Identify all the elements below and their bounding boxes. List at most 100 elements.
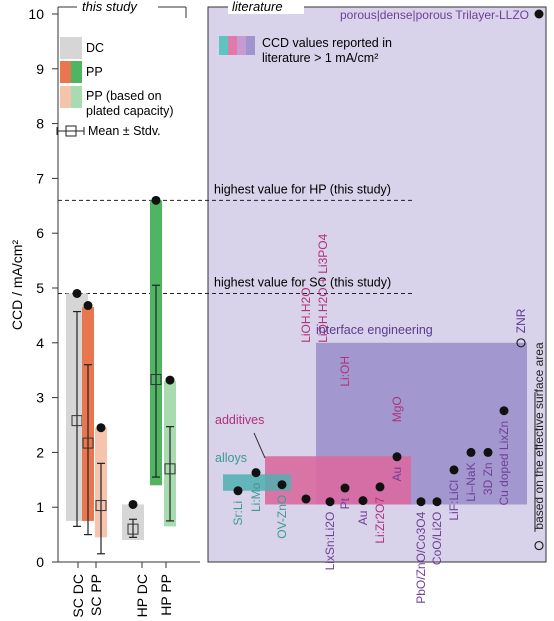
reference-label-sc: highest value for SC (this study) xyxy=(214,275,391,289)
literature-point-label: MgO xyxy=(390,396,404,422)
y-tick-label: 6 xyxy=(36,225,44,241)
y-tick-label: 5 xyxy=(36,280,44,296)
y-tick-label: 3 xyxy=(36,390,44,406)
legend-lit-line2: literature > 1 mA/cm² xyxy=(262,51,378,65)
legend-pp-plated-swatch-sc xyxy=(60,86,71,108)
study-bars xyxy=(66,195,176,555)
mean-marker xyxy=(95,500,107,512)
legend-pp-plated-line1: PP (based on xyxy=(86,89,162,103)
legend-lit-swatch-violet xyxy=(237,36,246,55)
max-point xyxy=(151,195,161,205)
legend-lit-swatch-teal xyxy=(219,36,228,55)
max-point xyxy=(165,375,175,385)
literature-points: porous|dense|porous Trilayer-LLZO ZNR Sr:L… xyxy=(231,8,546,604)
additives-pointer xyxy=(253,432,266,459)
literature-point xyxy=(277,480,287,490)
literature-point-label: Pt xyxy=(338,497,352,509)
legend-mean-label: Mean ± Stdv. xyxy=(88,124,161,138)
region-alloys xyxy=(223,474,291,491)
legend-lit-line1: CCD values reported in xyxy=(262,36,392,50)
y-tick-label: 1 xyxy=(36,499,44,515)
this-study-title: this study xyxy=(82,0,138,14)
literature-point xyxy=(340,483,350,493)
literature-point xyxy=(534,540,544,551)
region-label-additives: additives xyxy=(215,413,264,427)
literature-point xyxy=(499,406,509,416)
legend-pp-plated-label: PP (based on plated capacity) xyxy=(86,89,174,118)
y-tick-label: 0 xyxy=(36,554,44,570)
literature-point-label: porous|dense|porous Trilayer-LLZO xyxy=(340,8,529,22)
max-point xyxy=(96,423,106,433)
literature-point xyxy=(325,497,335,507)
legend-dc-label: DC xyxy=(86,41,104,55)
y-axis-ticks: 0 1 2 3 4 5 6 7 8 9 10 xyxy=(28,6,58,570)
literature-point xyxy=(516,338,526,348)
y-tick-label: 8 xyxy=(36,116,44,132)
legend-mean-square xyxy=(65,125,77,137)
y-axis-label: CCD / mA/cm² xyxy=(9,240,25,331)
literature-point-label: based on the effective surface area xyxy=(532,342,546,530)
y-tick-label: 7 xyxy=(36,170,44,186)
literature-point xyxy=(466,447,476,457)
mean-marker xyxy=(82,437,94,449)
literature-point-label: LiOH.H2O + Li3PO4 xyxy=(316,233,330,342)
mean-marker xyxy=(150,374,162,386)
literature-point-label: Au xyxy=(390,467,404,482)
region-label-alloys: alloys xyxy=(215,451,247,465)
x-category-label: SC DC xyxy=(70,574,86,618)
literature-point-label: Li:Mo xyxy=(249,482,263,512)
legend-pp-label: PP xyxy=(86,65,103,79)
legend-pp-swatch-sc xyxy=(60,61,71,83)
legend-lit-label: CCD values reported in literature > 1 mA… xyxy=(262,36,395,65)
literature-point xyxy=(251,468,261,478)
literature-point xyxy=(358,496,368,506)
literature-point-label: Au xyxy=(356,511,370,526)
x-axis: SC DC SC PP HP DC HP PP xyxy=(58,561,200,618)
literature-point xyxy=(449,465,459,475)
literature-title-bg xyxy=(228,0,304,14)
literature-point-label: LiF:LiCl xyxy=(447,480,461,521)
legend-pp-plated-swatch-hp xyxy=(71,86,82,108)
max-point xyxy=(72,288,82,298)
legend: DC PP PP (based on plated capacity) Mean… xyxy=(56,36,395,138)
literature-point-label: OV-ZnO xyxy=(275,495,289,539)
legend-dc-swatch xyxy=(60,37,82,59)
literature-point xyxy=(392,452,402,462)
y-tick-label: 4 xyxy=(36,335,44,351)
mean-marker xyxy=(127,523,139,535)
y-tick-label: 10 xyxy=(28,6,44,22)
x-category-label: HP DC xyxy=(134,574,150,617)
literature-point-label: LiOH.H2O xyxy=(299,287,313,342)
literature-point xyxy=(432,497,442,507)
literature-point-label: PbO/ZnO/Co3O4 xyxy=(414,511,428,603)
legend-pp-plated-line2: plated capacity) xyxy=(86,104,174,118)
literature-point-label: Sr:Li xyxy=(231,501,245,526)
literature-point-label: ZNR xyxy=(514,308,528,333)
max-point xyxy=(83,301,93,311)
literature-point-label: Li:OH xyxy=(338,356,352,387)
literature-point xyxy=(233,486,243,496)
x-category-label: SC PP xyxy=(88,574,104,616)
mean-marker xyxy=(164,463,176,475)
y-tick-label: 2 xyxy=(36,444,44,460)
y-tick-label: 9 xyxy=(36,61,44,77)
literature-point-label: 3D Zn xyxy=(481,462,495,495)
legend-pp-swatch-hp xyxy=(71,61,82,83)
literature-point-label: Li:Zr2O7 xyxy=(373,497,387,544)
legend-lit-swatch-purple xyxy=(246,36,255,55)
literature-point xyxy=(375,482,385,492)
literature-point xyxy=(301,494,311,504)
legend-lit-swatch-pink xyxy=(228,36,237,55)
reference-label-hp: highest value for HP (this study) xyxy=(214,182,391,196)
literature-title: literature xyxy=(232,0,283,14)
literature-point-label: Cu doped LixZn xyxy=(497,421,511,506)
literature-point xyxy=(483,447,493,457)
literature-point xyxy=(534,9,544,19)
literature-point-label: CoO/Li2O xyxy=(430,512,444,565)
x-category-label: HP PP xyxy=(158,574,174,616)
literature-point xyxy=(416,497,426,507)
literature-point-label: LixSn:Li2O xyxy=(323,512,337,571)
max-point xyxy=(128,499,138,509)
region-label-interface: interface engineering xyxy=(316,323,433,337)
